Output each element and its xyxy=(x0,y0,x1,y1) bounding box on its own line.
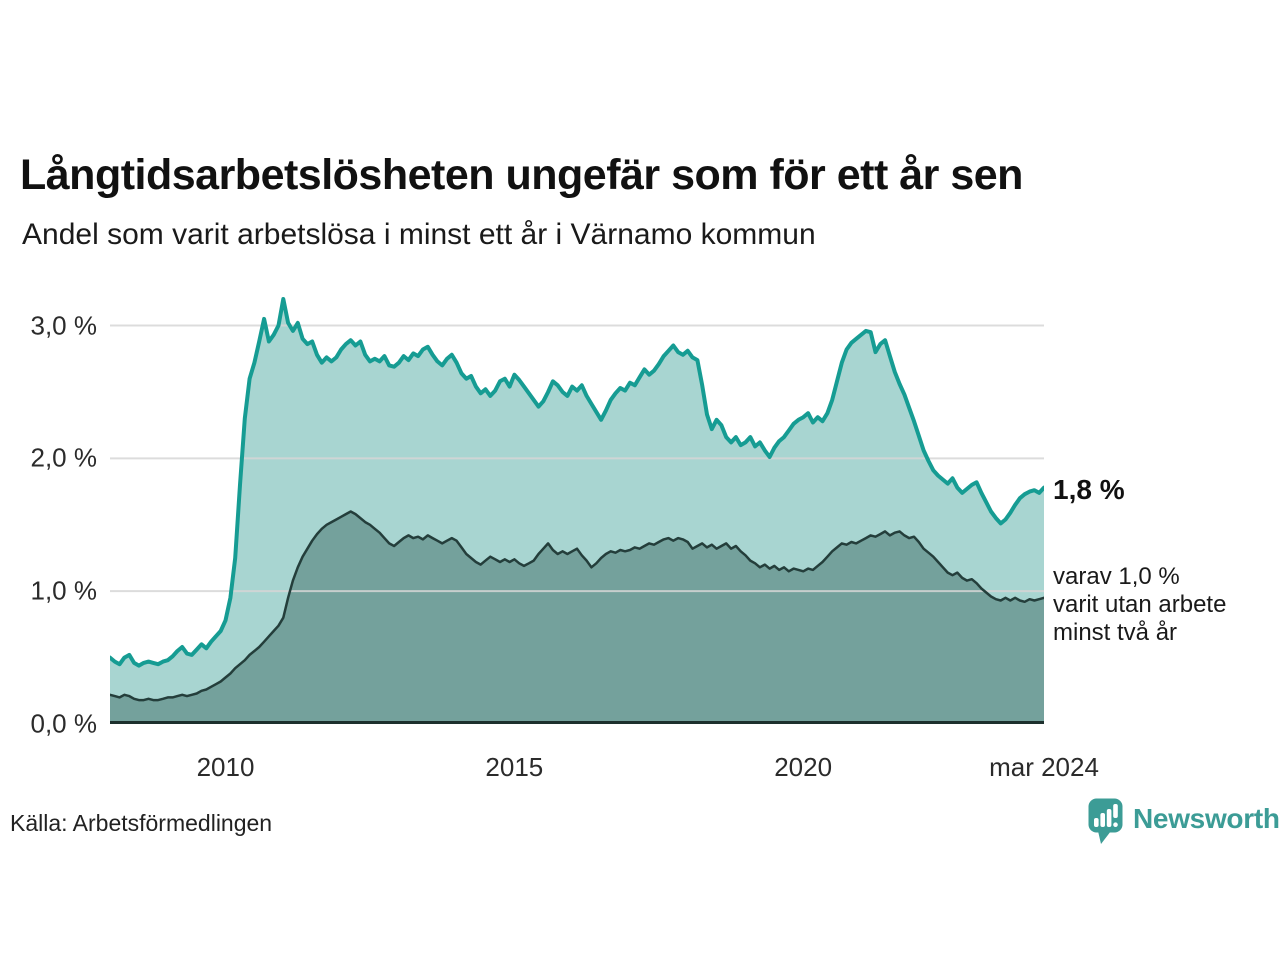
x-tick-label: mar 2024 xyxy=(989,752,1099,782)
end-label-two-years: varav 1,0 % varit utan arbete minst två … xyxy=(1053,563,1227,646)
end-label-total: 1,8 % xyxy=(1053,474,1125,505)
x-tick-label: 2010 xyxy=(196,752,255,782)
chart-svg xyxy=(110,297,1044,724)
x-tick-label: 2015 xyxy=(485,752,544,782)
chart-subtitle: Andel som varit arbetslösa i minst ett å… xyxy=(22,218,816,251)
area-two-years xyxy=(110,511,1044,724)
plot-area xyxy=(110,295,1044,724)
y-tick-label: 0,0 % xyxy=(30,708,98,739)
source-label: Källa: Arbetsförmedlingen xyxy=(10,810,273,836)
page-title: Långtidsarbetslösheten ungefär som för e… xyxy=(20,150,1023,199)
y-tick-label: 2,0 % xyxy=(30,442,98,473)
y-tick-label: 3,0 % xyxy=(30,310,98,341)
y-axis: 3,0 % 2,0 % 1,0 % 0,0 % xyxy=(0,295,98,738)
x-tick-label: 2020 xyxy=(774,752,833,782)
y-tick-label: 1,0 % xyxy=(30,575,98,606)
x-axis: 2010 2015 2020 mar 2024 xyxy=(110,750,1099,790)
newsworthy-logo: Newsworthy xyxy=(1087,797,1280,847)
line-two-years xyxy=(110,510,1044,702)
newsworthy-logo-text: Newsworthy xyxy=(1133,803,1280,834)
bar-chart-speech-bubble-icon xyxy=(1088,798,1123,844)
line-total xyxy=(110,297,1044,668)
